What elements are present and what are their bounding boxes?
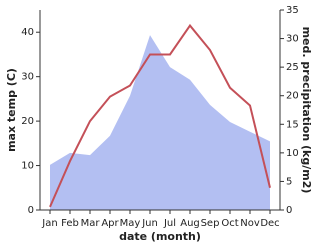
temperature-line [49, 23, 271, 208]
y-axis-title: max temp (C) [5, 68, 18, 152]
x-tick-label: Apr [101, 218, 119, 229]
x-tick-label: Dec [260, 218, 279, 229]
x-tick-label: Jul [163, 218, 176, 229]
y-tick-label: 10 [21, 161, 34, 172]
x-tick-label: Nov [240, 218, 260, 229]
y2-tick-label: 15 [286, 119, 299, 130]
y-tick-label: 40 [21, 27, 34, 38]
x-tick-label: Feb [61, 218, 79, 229]
y2-tick-label: 5 [286, 176, 292, 187]
x-tick-label: Jan [41, 218, 57, 229]
y-tick-label: 20 [21, 116, 34, 127]
y2-tick-label: 10 [286, 148, 299, 159]
y2-tick-label: 35 [286, 5, 299, 16]
y2-tick-label: 25 [286, 62, 299, 73]
x-tick-label: Mar [81, 218, 101, 229]
y2-axis-title: med. precipitation (kg/m2) [300, 27, 313, 194]
x-axis-title: date (month) [119, 230, 201, 243]
y2-tick-label: 0 [286, 205, 292, 216]
precipitation-area [50, 35, 270, 211]
x-tick-label: Aug [180, 218, 200, 229]
x-tick-label: Sep [201, 218, 220, 229]
x-tick-label: Oct [221, 218, 238, 229]
y-tick-label: 30 [21, 72, 34, 83]
x-tick-label: May [120, 218, 141, 229]
y2-tick-label: 20 [286, 91, 299, 102]
x-tick-label: Jun [141, 218, 158, 229]
y-tick-label: 0 [28, 205, 34, 216]
y2-tick-label: 30 [286, 34, 299, 45]
chart: date (month) max temp (C) med. precipita… [5, 5, 313, 243]
